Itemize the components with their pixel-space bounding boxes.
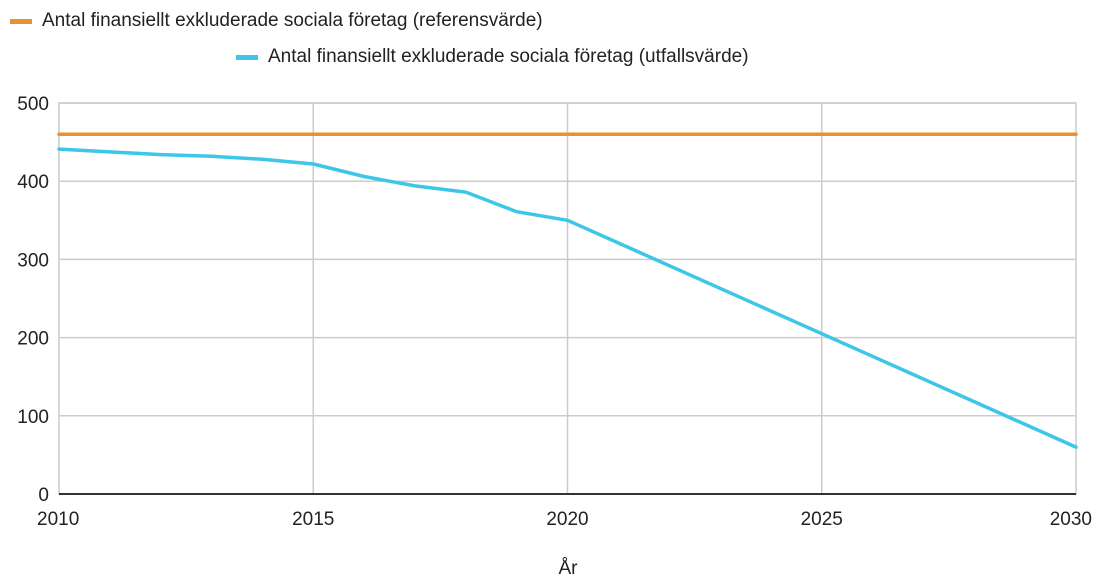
grid bbox=[58, 102, 1077, 495]
x-tick-label: 2015 bbox=[292, 509, 334, 530]
y-tick-label: 0 bbox=[38, 485, 49, 506]
series-line-outcome bbox=[57, 147, 1078, 449]
y-tick-label: 200 bbox=[17, 329, 49, 350]
series-lines bbox=[57, 132, 1078, 449]
legend-item-outcome: Antal finansiellt exkluderade sociala fö… bbox=[236, 46, 749, 68]
x-axis-title: År bbox=[559, 558, 579, 579]
y-tick-label: 400 bbox=[17, 172, 49, 193]
y-tick-label: 100 bbox=[17, 407, 49, 428]
x-tick-label: 2030 bbox=[1050, 509, 1092, 530]
x-tick-label: 2020 bbox=[546, 509, 588, 530]
tick-labels: 0 100 200 300 400 500 2010 2015 2020 2025 2030 bbox=[17, 94, 1092, 530]
legend-label-reference: Antal finansiellt exkluderade sociala fö… bbox=[42, 10, 543, 31]
y-tick-label: 300 bbox=[17, 250, 49, 271]
legend-swatch-reference bbox=[10, 18, 32, 24]
x-tick-label: 2025 bbox=[801, 509, 843, 530]
legend-swatch-outcome bbox=[236, 54, 258, 60]
y-tick-label: 500 bbox=[17, 94, 49, 115]
legend-label-outcome: Antal finansiellt exkluderade sociala fö… bbox=[268, 46, 749, 67]
legend-item-reference: Antal finansiellt exkluderade sociala fö… bbox=[10, 10, 543, 32]
x-tick-label: 2010 bbox=[37, 509, 79, 530]
